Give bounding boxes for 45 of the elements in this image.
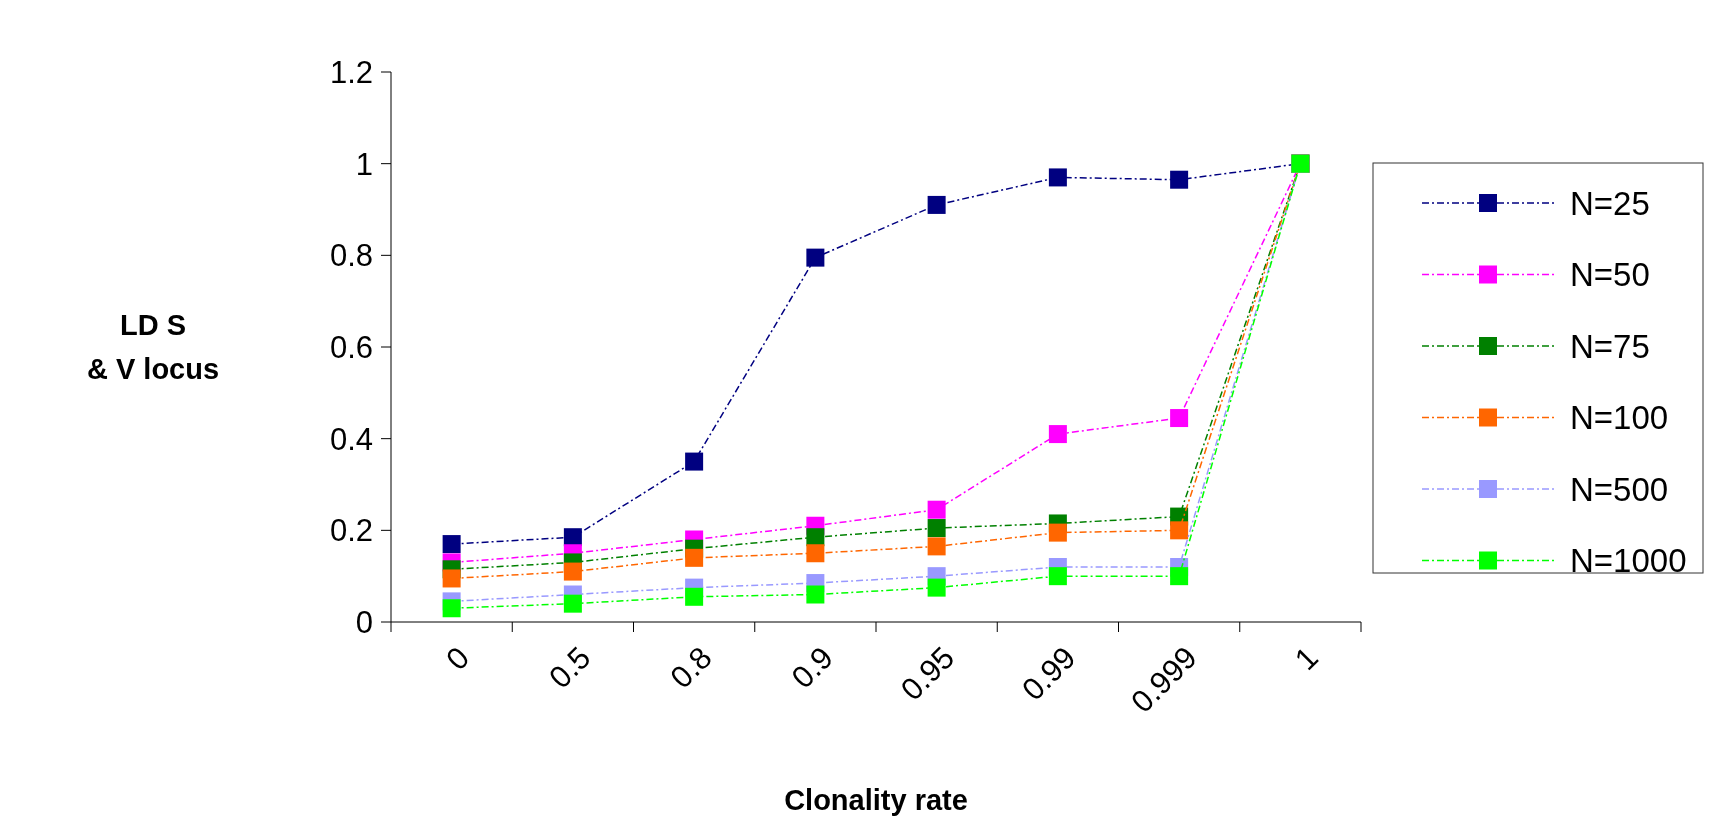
- point: [1048, 567, 1067, 586]
- point: [685, 587, 704, 606]
- point: [927, 537, 946, 556]
- x-tick-label: 0.5: [542, 639, 598, 696]
- y-tick-label: 0.4: [329, 421, 373, 457]
- point: [806, 248, 825, 267]
- point: [1048, 523, 1067, 542]
- point: [1170, 409, 1189, 428]
- legend-label: N=100: [1570, 399, 1669, 437]
- legend-label: N=25: [1570, 184, 1650, 222]
- point: [806, 544, 825, 563]
- point: [685, 548, 704, 567]
- y-tick-label: 0: [355, 604, 373, 640]
- point: [442, 569, 461, 588]
- legend-label: N=75: [1570, 327, 1650, 365]
- y-tick-label: 0.8: [329, 238, 373, 274]
- y-tick-label: 0.2: [329, 513, 373, 549]
- legend-label: N=500: [1570, 470, 1669, 508]
- point: [927, 195, 946, 214]
- point: [1170, 567, 1189, 586]
- x-tick-label: 0.9: [784, 639, 840, 696]
- point: [1048, 168, 1067, 187]
- y-axis-title: LD S & V locus: [86, 309, 220, 386]
- point: [563, 594, 582, 613]
- point: [927, 519, 946, 538]
- legend-label: N=50: [1570, 256, 1650, 294]
- x-tick-label: 0: [439, 639, 477, 677]
- point: [563, 562, 582, 581]
- point: [1048, 425, 1067, 444]
- x-tick-label: 0.8: [663, 639, 719, 696]
- point: [1170, 170, 1189, 189]
- point: [1170, 521, 1189, 540]
- point: [442, 599, 461, 618]
- y-tick-label: 0.6: [329, 329, 373, 365]
- y-tick-label: 1: [355, 146, 373, 182]
- point: [927, 578, 946, 597]
- x-tick-label: 0.99: [1015, 639, 1083, 708]
- point: [927, 500, 946, 519]
- x-tick-label: 1: [1288, 639, 1325, 677]
- x-axis-title: Clonality rate: [784, 784, 968, 816]
- point: [806, 585, 825, 604]
- point: [685, 452, 704, 471]
- point: [442, 535, 461, 554]
- legend-label: N=1000: [1570, 542, 1687, 580]
- y-tick-label: 1.2: [329, 54, 373, 90]
